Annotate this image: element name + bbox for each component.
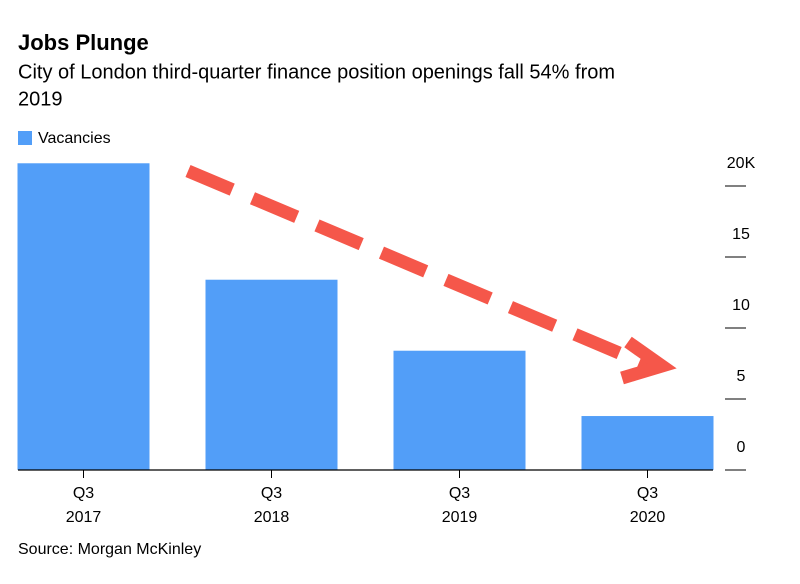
legend-label: Vacancies <box>38 130 111 147</box>
x-tick-label: Q3 <box>449 485 470 502</box>
trend-arrow <box>185 165 677 385</box>
y-tick-label: 10 <box>732 297 750 314</box>
x-tick-label: 2019 <box>442 509 478 526</box>
y-tick-label: 0 <box>737 439 746 456</box>
arrow-head <box>620 336 677 385</box>
x-tick-label: 2017 <box>66 509 102 526</box>
x-tick-label: 2018 <box>254 509 290 526</box>
legend-swatch <box>18 131 32 145</box>
bar <box>205 279 338 470</box>
bar <box>393 350 526 470</box>
chart-title: Jobs Plunge <box>18 30 149 55</box>
y-tick-label: 15 <box>732 226 750 243</box>
x-tick-label: Q3 <box>261 485 282 502</box>
x-tick-label: Q3 <box>637 485 658 502</box>
x-tick-label: 2020 <box>630 509 666 526</box>
y-tick-label: 5 <box>737 368 746 385</box>
bar <box>581 416 714 470</box>
arrow-shaft <box>185 165 653 372</box>
chart-subtitle: City of London third-quarter finance pos… <box>18 61 615 83</box>
x-tick-label: Q3 <box>73 485 94 502</box>
bar <box>17 163 150 470</box>
chart-subtitle: 2019 <box>18 88 63 110</box>
source: Source: Morgan McKinley <box>18 541 201 558</box>
y-tick-label: 20K <box>727 155 756 172</box>
